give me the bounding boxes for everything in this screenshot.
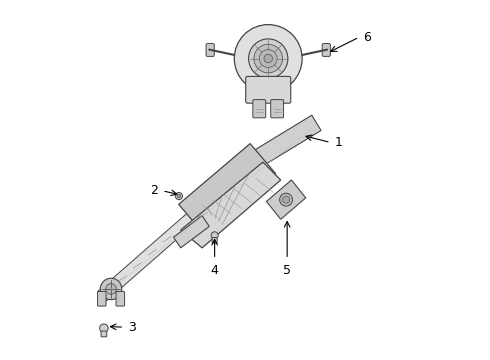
FancyBboxPatch shape bbox=[253, 100, 266, 118]
Circle shape bbox=[280, 193, 293, 206]
Circle shape bbox=[248, 39, 288, 78]
Circle shape bbox=[234, 24, 302, 93]
Polygon shape bbox=[173, 216, 209, 248]
Text: 5: 5 bbox=[283, 264, 291, 277]
FancyBboxPatch shape bbox=[98, 292, 106, 306]
Circle shape bbox=[106, 284, 117, 294]
Polygon shape bbox=[181, 162, 281, 248]
Text: 1: 1 bbox=[335, 136, 343, 149]
FancyBboxPatch shape bbox=[212, 238, 217, 243]
Polygon shape bbox=[267, 180, 306, 219]
Circle shape bbox=[264, 54, 272, 63]
Circle shape bbox=[211, 232, 218, 239]
Circle shape bbox=[254, 44, 283, 73]
Circle shape bbox=[175, 193, 182, 200]
FancyBboxPatch shape bbox=[245, 76, 291, 103]
FancyBboxPatch shape bbox=[270, 100, 284, 118]
FancyBboxPatch shape bbox=[322, 44, 330, 57]
FancyBboxPatch shape bbox=[116, 292, 124, 306]
Text: 2: 2 bbox=[150, 184, 158, 197]
Polygon shape bbox=[98, 204, 206, 301]
Circle shape bbox=[283, 196, 290, 203]
Polygon shape bbox=[230, 115, 321, 180]
Circle shape bbox=[100, 278, 122, 300]
FancyBboxPatch shape bbox=[101, 331, 107, 337]
Text: 3: 3 bbox=[128, 321, 136, 334]
FancyBboxPatch shape bbox=[206, 44, 214, 57]
Text: 6: 6 bbox=[364, 31, 371, 44]
Text: 4: 4 bbox=[211, 264, 219, 277]
Polygon shape bbox=[179, 144, 275, 234]
Circle shape bbox=[259, 50, 277, 67]
Circle shape bbox=[177, 194, 181, 198]
Circle shape bbox=[99, 324, 108, 333]
